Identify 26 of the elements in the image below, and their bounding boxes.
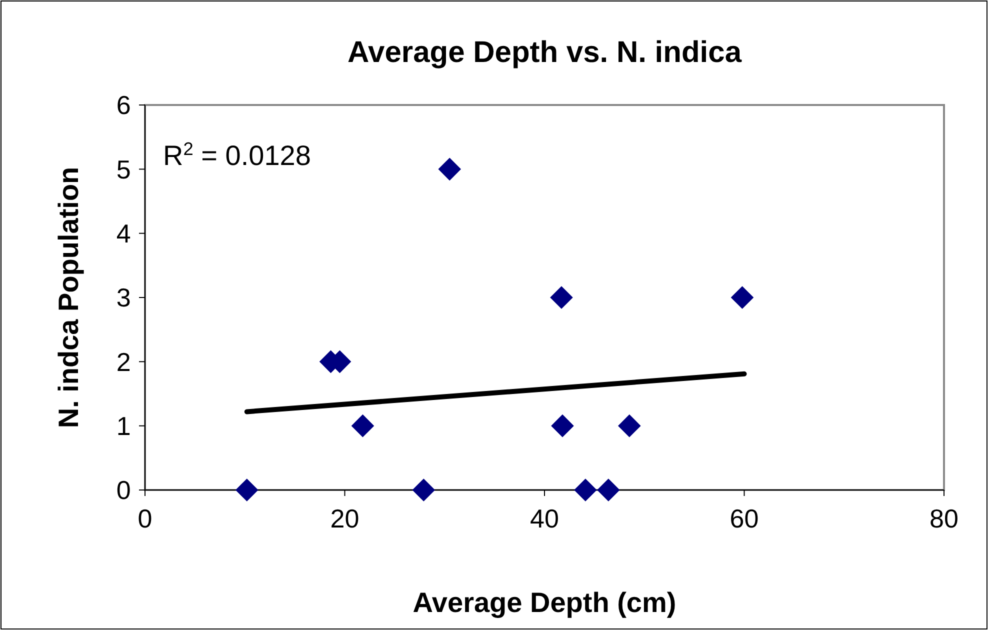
point (730, 286, 754, 309)
point (351, 414, 374, 438)
x-tick-label: 80 (930, 504, 958, 534)
chart-title: Average Depth vs. N. indica (347, 36, 742, 69)
point (235, 478, 258, 502)
y-tick-label: 5 (116, 154, 131, 184)
x-tick-label: 20 (330, 504, 360, 534)
point (618, 414, 641, 438)
point (550, 286, 573, 309)
x-tick-label: 60 (730, 504, 759, 534)
point (412, 478, 436, 502)
point (574, 478, 597, 502)
x-tick-label: 0 (138, 504, 152, 534)
y-tick-label: 6 (116, 90, 131, 120)
y-tick-label: 3 (116, 282, 131, 313)
y-tick-label: 1 (116, 410, 131, 441)
x-axis-title: Average Depth (cm) (412, 587, 676, 618)
y-tick-label: 2 (116, 346, 131, 377)
x-tick-label: 40 (530, 504, 559, 534)
annotation: R$^{2}$ = 0.0128 (163, 139, 311, 171)
point (597, 478, 620, 502)
y-axis-title: N. indca Population (53, 166, 84, 428)
y-tick-label: 4 (116, 218, 131, 248)
point (551, 414, 574, 438)
point (438, 158, 462, 181)
y-tick-label: 0 (116, 475, 131, 506)
